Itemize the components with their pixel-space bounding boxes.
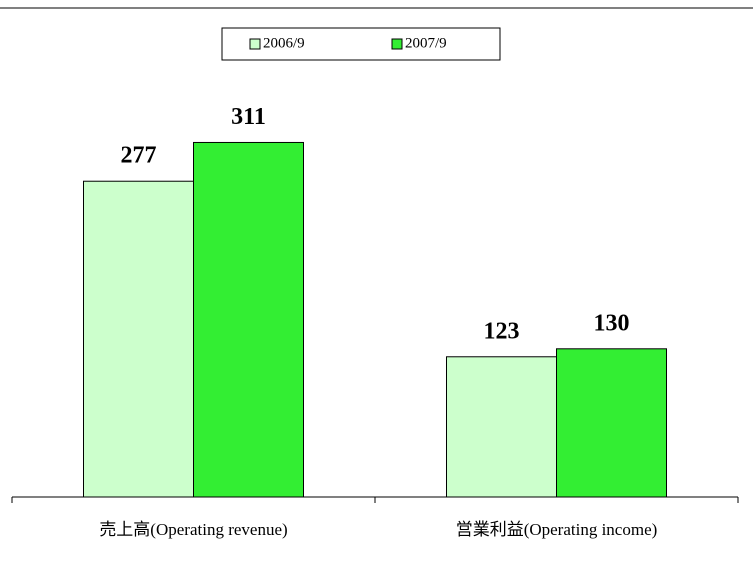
x-tick-label: 営業利益(Operating income) (456, 520, 658, 539)
bar (193, 141, 304, 498)
bar (556, 348, 667, 498)
value-label: 130 (594, 310, 630, 336)
legend-label: 2007/9 (405, 35, 447, 51)
legend-swatch (391, 38, 403, 50)
x-tick-label: 売上高(Operating revenue) (99, 520, 287, 539)
legend-swatch (249, 38, 261, 50)
legend-label: 2006/9 (263, 35, 305, 51)
bar (446, 356, 557, 498)
value-label: 123 (484, 318, 520, 344)
bar (83, 180, 194, 498)
value-label: 277 (121, 143, 157, 169)
legend-box (221, 27, 501, 61)
value-label: 311 (231, 104, 266, 130)
